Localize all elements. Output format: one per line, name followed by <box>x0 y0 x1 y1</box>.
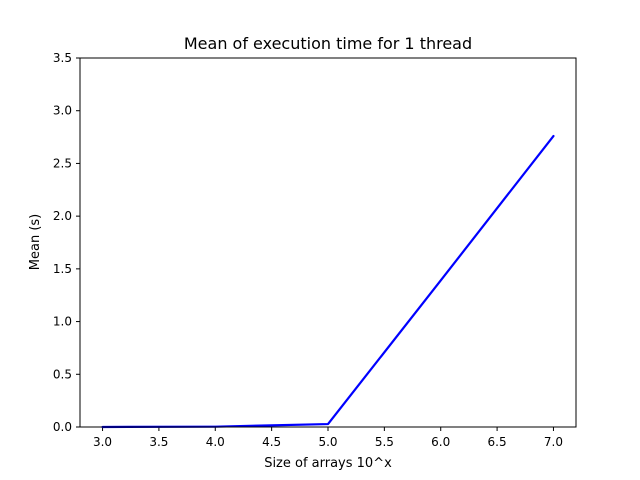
x-axis-label: Size of arrays 10^x <box>264 456 392 471</box>
y-tick-label: 0.0 <box>53 420 72 434</box>
chart-title: Mean of execution time for 1 thread <box>184 34 472 53</box>
x-tick-label: 6.0 <box>431 435 450 449</box>
y-axis-label: Mean (s) <box>28 214 43 270</box>
y-tick-label: 1.0 <box>53 315 72 329</box>
x-tick-label: 5.0 <box>318 435 337 449</box>
y-tick-label: 1.5 <box>53 262 72 276</box>
y-tick-label: 2.0 <box>53 209 72 223</box>
x-tick-label: 6.5 <box>488 435 507 449</box>
plot-area <box>80 58 576 427</box>
x-tick-label: 4.5 <box>262 435 281 449</box>
y-axis-ticks: 0.0 0.5 1.0 1.5 2.0 2.5 3.0 3.5 <box>53 51 80 434</box>
y-tick-label: 3.5 <box>53 51 72 65</box>
x-axis-ticks: 3.0 3.5 4.0 4.5 5.0 5.5 6.0 6.5 7.0 <box>93 427 563 449</box>
y-tick-label: 0.5 <box>53 367 72 381</box>
x-tick-label: 3.0 <box>93 435 112 449</box>
x-tick-label: 4.0 <box>206 435 225 449</box>
x-tick-label: 3.5 <box>149 435 168 449</box>
y-tick-label: 2.5 <box>53 156 72 170</box>
plot-frame <box>79 57 577 428</box>
x-tick-label: 5.5 <box>375 435 394 449</box>
x-tick-label: 7.0 <box>544 435 563 449</box>
y-tick-label: 3.0 <box>53 104 72 118</box>
